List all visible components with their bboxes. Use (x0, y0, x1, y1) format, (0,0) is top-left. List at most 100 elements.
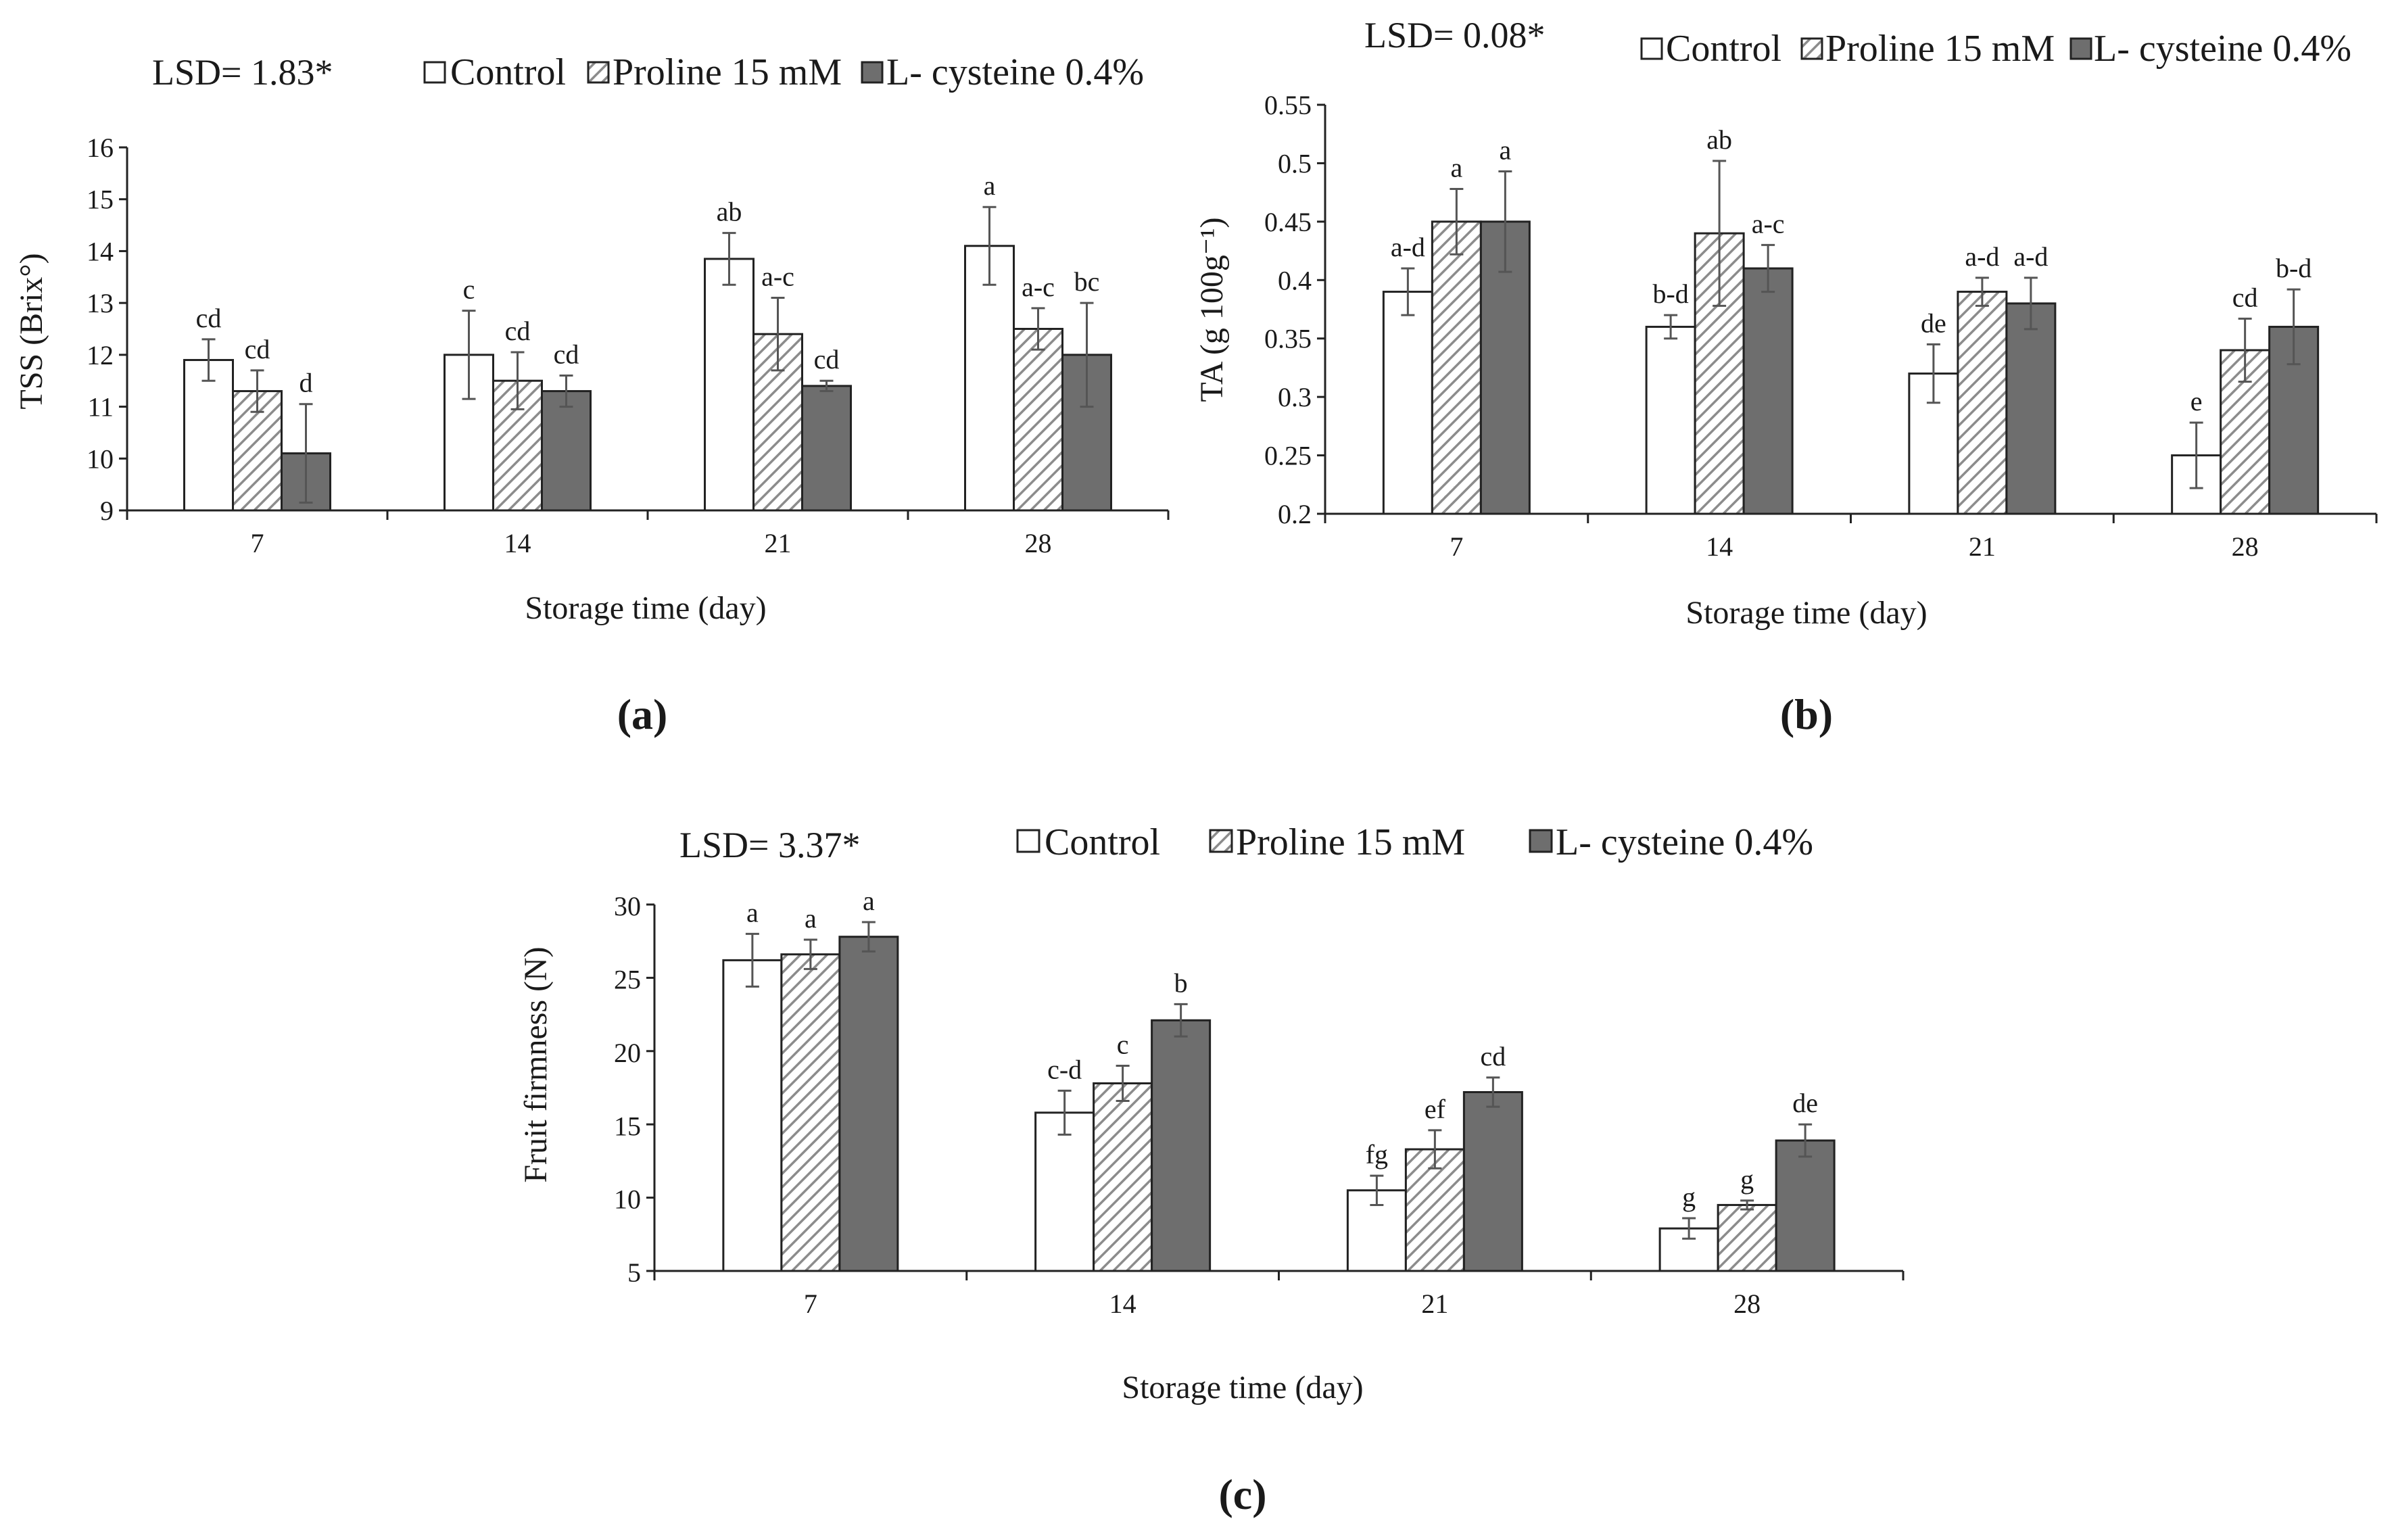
significance-letter-c: c-d (1047, 1054, 1082, 1084)
significance-letter-b: b-d (1652, 279, 1688, 309)
x-tick-label-b: 21 (1969, 531, 1996, 562)
bar-cysteine-c (1775, 1139, 1836, 1272)
significance-letter-a: a-c (1022, 272, 1055, 302)
x-tick-label-a: 21 (765, 528, 792, 558)
legend-swatch-proline-c (1209, 829, 1233, 853)
bar-cysteine-a (541, 390, 592, 512)
significance-letter-c: c (1117, 1029, 1129, 1059)
significance-letter-a: c (463, 274, 475, 305)
legend-swatch-control-b (1640, 37, 1663, 60)
y-tick-label-c: 20 (614, 1038, 641, 1068)
plot-area-c: 5 10 15 20 25 30 7 14 21 28 a c-d fg g a c ef g a b cd de (614, 886, 1905, 1319)
significance-letter-b: ab (1706, 124, 1732, 155)
y-tick-label-c: 15 (614, 1111, 641, 1141)
y-tick-label-a: 16 (87, 133, 114, 163)
y-tick-label-a: 12 (87, 340, 114, 370)
significance-letter-a: a (984, 170, 996, 201)
significance-letter-c: a (805, 903, 817, 934)
significance-letter-c: b (1174, 967, 1188, 998)
legend-label-control-a: Control (450, 51, 566, 93)
chart-b: LSD= 0.08* Control Proline 15 mM L- cyst… (1194, 15, 2378, 738)
legend-b: Control Proline 15 mM L- cysteine 0.4% (1640, 28, 2351, 70)
caption-c: (c) (1218, 1470, 1266, 1518)
x-tick-label-b: 7 (1450, 531, 1463, 562)
significance-letter-a: d (300, 368, 313, 398)
x-tick-label-c: 7 (804, 1289, 817, 1319)
x-tick-label-a: 14 (504, 528, 531, 558)
significance-letter-b: b-d (2276, 253, 2312, 283)
bar-proline-c (1717, 1203, 1777, 1272)
y-axis-title-b: TA (g 100g⁻¹) (1194, 217, 1230, 402)
significance-letter-c: de (1792, 1088, 1818, 1118)
bar-control-c (1034, 1111, 1095, 1272)
bar-control-a (183, 359, 234, 512)
y-tick-label-b: 0.4 (1278, 265, 1312, 295)
y-tick-label-b: 0.25 (1264, 441, 1312, 471)
bar-control-a (704, 258, 755, 512)
x-tick-label-a: 7 (251, 528, 264, 558)
bar-cysteine-c (1462, 1091, 1523, 1272)
bar-proline-a (1013, 328, 1063, 512)
significance-letter-b: cd (2232, 282, 2258, 312)
bar-control-a (964, 245, 1015, 512)
legend-swatch-proline-a (587, 61, 610, 84)
significance-letter-b: a (1499, 135, 1511, 166)
bar-proline-b (1957, 291, 2008, 515)
y-tick-label-c: 30 (614, 891, 641, 921)
y-tick-label-a: 13 (87, 288, 114, 318)
legend-swatch-cysteine-b (2069, 37, 2092, 60)
bar-cysteine-c (838, 936, 899, 1272)
y-tick-label-b: 0.55 (1264, 90, 1312, 120)
significance-letter-a: bc (1074, 266, 1100, 297)
significance-letter-b: a-d (2013, 241, 2048, 272)
legend-label-control-b: Control (1666, 28, 1781, 70)
significance-letter-b: a-d (1391, 232, 1425, 262)
legend-label-cysteine-a: L- cysteine 0.4% (886, 51, 1144, 93)
caption-a: (a) (617, 690, 668, 738)
significance-letter-b: de (1921, 308, 1946, 338)
chart-a: LSD= 1.83* Control Proline 15 mM L- cyst… (14, 51, 1170, 738)
legend-label-proline-b: Proline 15 mM (1825, 28, 2055, 70)
lsd-label-c: LSD= 3.37* (679, 825, 860, 865)
x-tick-label-c: 28 (1733, 1289, 1761, 1319)
legend-label-cysteine-c: L- cysteine 0.4% (1556, 821, 1813, 863)
legend-label-control-c: Control (1045, 821, 1160, 863)
legend-label-proline-a: Proline 15 mM (613, 51, 842, 93)
bar-proline-c (780, 953, 841, 1272)
y-tick-label-c: 25 (614, 965, 641, 995)
significance-letter-a: cd (196, 303, 222, 333)
legend-label-proline-c: Proline 15 mM (1236, 821, 1465, 863)
significance-letter-b: a-d (1965, 241, 1999, 272)
bar-control-b (1382, 291, 1433, 515)
bar-cysteine-b (1479, 220, 1531, 515)
bar-control-b (1645, 325, 1696, 515)
significance-letter-c: ef (1425, 1094, 1446, 1124)
y-tick-label-a: 11 (87, 392, 114, 423)
x-tick-label-c: 14 (1109, 1289, 1136, 1319)
significance-letter-c: g (1682, 1182, 1696, 1212)
legend-a: Control Proline 15 mM L- cysteine 0.4% (423, 51, 1144, 93)
legend-swatch-cysteine-c (1529, 829, 1553, 853)
y-tick-label-c: 5 (627, 1257, 641, 1288)
y-axis-title-a: TSS (Brix°) (14, 253, 49, 409)
legend-swatch-control-c (1016, 829, 1040, 853)
x-tick-label-b: 14 (1706, 531, 1733, 562)
y-tick-label-b: 0.45 (1264, 207, 1312, 237)
lsd-label-b: LSD= 0.08* (1364, 15, 1545, 55)
significance-letter-a: a-c (761, 261, 794, 291)
chart-c: LSD= 3.37* Control Proline 15 mM L- cyst… (518, 821, 1905, 1518)
bar-cysteine-c (1151, 1019, 1212, 1272)
y-tick-label-a: 15 (87, 185, 114, 215)
y-tick-label-a: 9 (100, 496, 114, 526)
bar-control-c (722, 959, 783, 1272)
bar-proline-b (1431, 220, 1482, 515)
plot-area-b: 0.2 0.25 0.3 0.35 0.4 0.45 0.5 0.55 7 14 21 28 a-d b-… (1264, 90, 2378, 562)
significance-letter-a: cd (245, 334, 270, 364)
lsd-label-a: LSD= 1.83* (152, 52, 333, 93)
significance-letter-b: e (2190, 386, 2203, 416)
bar-cysteine-b (2005, 302, 2057, 515)
x-tick-label-c: 21 (1421, 1289, 1448, 1319)
significance-letter-c: fg (1366, 1139, 1388, 1170)
bar-proline-c (1404, 1148, 1465, 1272)
